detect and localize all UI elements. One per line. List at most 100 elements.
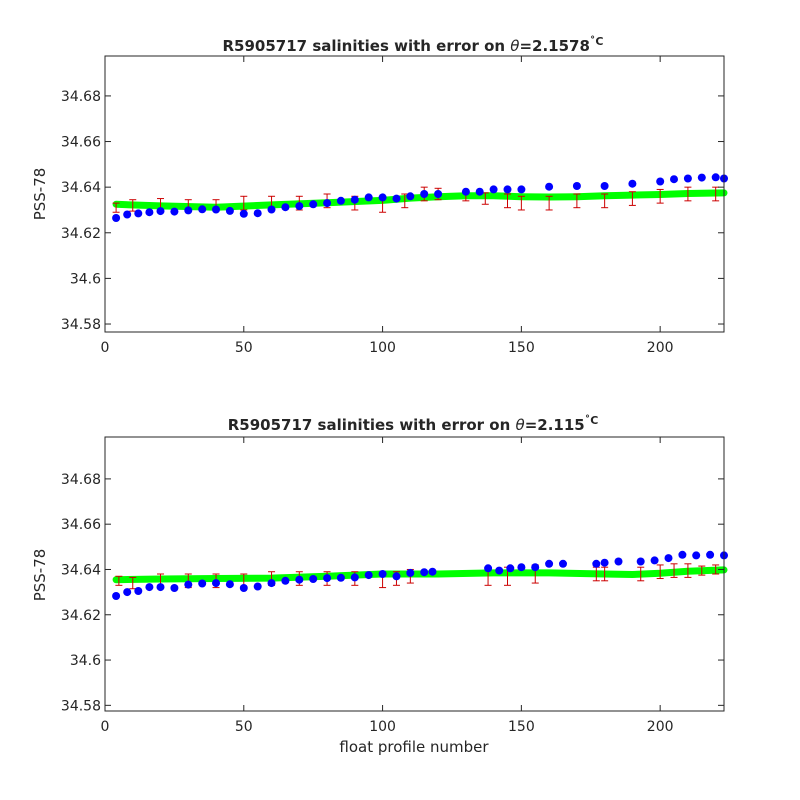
panel-2-error-bar — [698, 565, 706, 576]
panel-2-xtick-label: 150 — [508, 719, 535, 735]
panel-2-float-point — [378, 570, 387, 578]
panel-1-xtick-label: 50 — [235, 340, 253, 356]
panel-2-float-point — [406, 568, 415, 577]
panel-2-xtick-label: 200 — [647, 719, 674, 735]
panel-2-ytick-label: 34.64 — [61, 562, 101, 578]
panel-2-ytick-label: 34.58 — [61, 698, 101, 714]
panel-1-float-point — [378, 193, 387, 202]
panel-2-float-point — [145, 583, 154, 592]
panel-2-float-point — [267, 579, 276, 588]
panel-2-axes-box — [104, 436, 725, 712]
panel-1-float-point — [350, 195, 359, 204]
panel-2-error-bar — [670, 563, 678, 578]
panel-1-error-bar — [601, 193, 609, 209]
panel-2-error-bar — [115, 575, 123, 586]
panel-2-title: R5905717 salinities with error on θ=2.11… — [228, 414, 599, 434]
panel-2-float-point — [600, 558, 609, 567]
panel-1-float-point — [628, 179, 637, 188]
panel-2-float-point — [170, 584, 179, 592]
panel-1-axes-box — [104, 55, 725, 333]
panel-2-float-point — [636, 557, 645, 566]
panel-1-error-bar — [628, 191, 636, 206]
panel-2-float-point — [692, 551, 701, 560]
panel-1-xticks: 0 50 100 150 200 — [101, 56, 674, 356]
panel-2-xtick-label: 0 — [101, 719, 110, 735]
panel-1-float-point — [503, 185, 512, 194]
panel-1-float-point — [198, 205, 207, 214]
panel-2-float-point — [545, 559, 554, 568]
panel-1-float-point — [489, 185, 498, 194]
panel-1-ytick-label: 34.64 — [61, 180, 101, 196]
panel-1-float-point — [134, 209, 143, 218]
panel-2-ytick-label: 34.6 — [70, 653, 101, 669]
panel-1-ytick-label: 34.68 — [61, 89, 101, 105]
panel-1-xtick-label: 100 — [369, 340, 396, 356]
panel-2-float-point — [112, 592, 121, 600]
panel-2-ytick-label: 34.68 — [61, 472, 101, 488]
panel-2-ytick-label: 34.66 — [61, 517, 101, 533]
panel-1-float-point — [225, 206, 234, 215]
panel-1-float-point — [572, 182, 581, 190]
panel-1-error-bar — [112, 202, 120, 213]
panel-2-float-point — [428, 567, 437, 576]
panel-1-float-point — [600, 182, 609, 190]
panel-1-float-point — [112, 214, 121, 222]
panel-2-float-point — [323, 574, 332, 583]
panel-2-float-point — [678, 550, 687, 559]
panel-1-float-point — [656, 177, 665, 186]
panel-2-float-point — [517, 563, 526, 572]
panel-1-float-point — [364, 193, 373, 202]
panel-2-float-point — [650, 556, 659, 565]
panel-1-float-point — [323, 199, 332, 208]
panel-1-yticks: 34.58 34.6 34.62 34.64 34.66 34.68 — [61, 89, 724, 333]
panel-2-xtick-label: 100 — [369, 719, 396, 735]
panel-2-float-point — [184, 580, 193, 589]
panel-1-title: R5905717 salinities with error on θ=2.15… — [222, 35, 603, 55]
panel-2-float-point — [134, 587, 143, 595]
panel-2-float-point — [495, 566, 504, 575]
panel-1-error-bar — [503, 193, 511, 209]
panel-2-float-point — [364, 571, 373, 580]
panel-1-series-mapped — [112, 189, 728, 211]
panel-1-float-point — [336, 196, 345, 205]
panel-1-ytick-label: 34.62 — [61, 226, 101, 242]
panel-2-xlabel: float profile number — [339, 738, 489, 756]
panel-2-error-bar — [637, 566, 645, 582]
panel-2-float-point — [706, 550, 715, 559]
panel-2-float-point — [336, 573, 345, 582]
panel-2-float-point — [592, 559, 601, 568]
panel-2-float-point — [295, 575, 304, 584]
panel-2-float-point — [123, 588, 132, 597]
panel-2-float-point — [350, 573, 359, 582]
panel-2: R5905717 salinities with error on θ=2.11… — [31, 414, 728, 756]
panel-1-float-point — [420, 190, 429, 198]
panel-1-float-point — [156, 207, 165, 216]
panel-1-error-bar — [517, 195, 525, 211]
panel-2-float-point — [225, 580, 234, 589]
panel-2-float-point — [309, 575, 318, 583]
panel-2-float-point — [531, 563, 540, 572]
panel-1-float-point — [145, 208, 154, 217]
panel-2-float-point — [392, 572, 401, 581]
panel-2-float-point — [198, 579, 207, 588]
panel-2-error-bar — [656, 564, 664, 580]
panel-1-float-point — [434, 190, 443, 198]
panel-1-float-point — [253, 209, 262, 218]
panel-1-float-point — [392, 194, 401, 203]
panel-2-error-bar — [601, 566, 609, 582]
panel-2-ytick-label: 34.62 — [61, 608, 101, 624]
panel-1-error-bar — [684, 186, 692, 202]
panel-1-float-point — [711, 173, 720, 182]
panel-1-float-point — [517, 185, 526, 194]
panel-1-mapped-line — [112, 189, 728, 211]
panel-2-xticks: 0 50 100 150 200 — [101, 437, 674, 735]
panel-1-float-point — [697, 173, 706, 182]
panel-2-float-point — [253, 582, 262, 591]
panel-1-float-point — [406, 192, 415, 201]
panel-1-float-point — [267, 205, 276, 214]
panel-1-error-bar — [545, 195, 553, 211]
panel-2-yticks: 34.58 34.6 34.62 34.64 34.66 34.68 — [61, 472, 724, 714]
panel-2-float-point — [239, 584, 248, 592]
panel-1-ylabel: PSS-78 — [31, 168, 49, 221]
